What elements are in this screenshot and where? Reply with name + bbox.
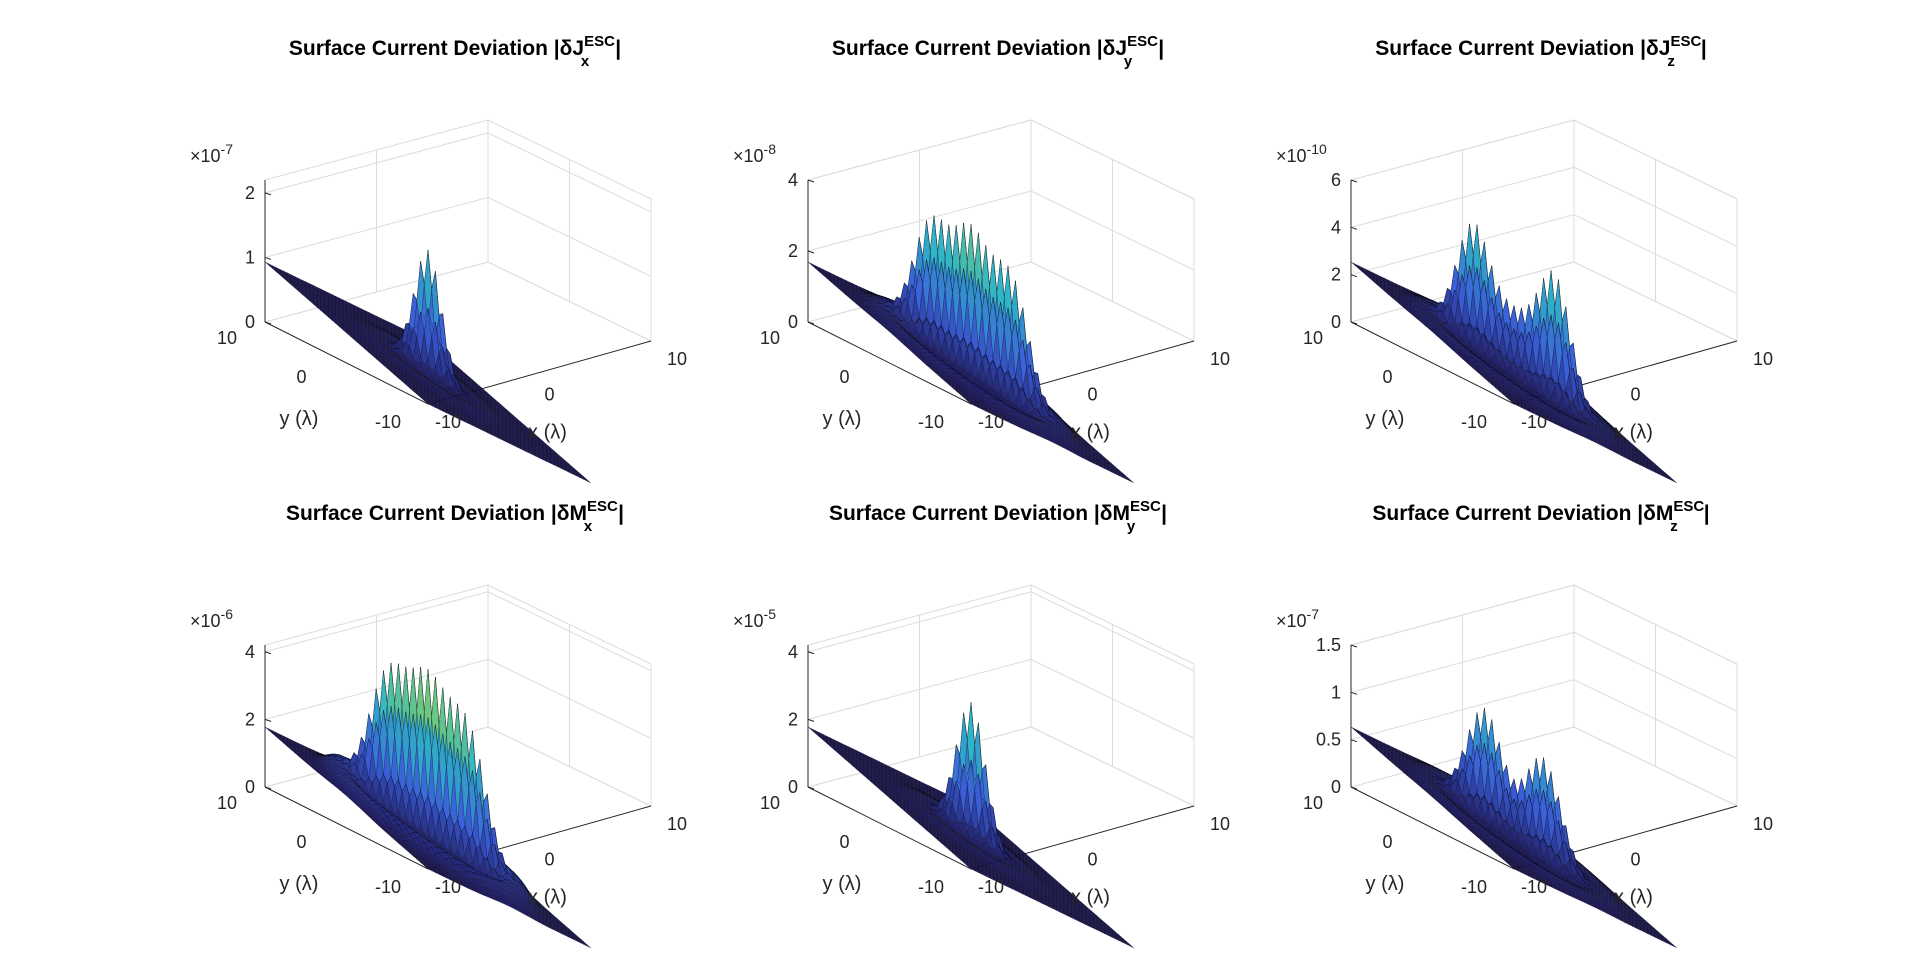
y-axis-label: y (λ) (280, 408, 319, 430)
x-axis-label: x (λ) (1071, 422, 1110, 444)
surface-face (583, 477, 592, 484)
z-axis-multiplier: ×10-7 (190, 141, 233, 166)
y-tick-label: 0 (839, 367, 849, 387)
surface-plot-panel: 0 2 4 ×10-8 10 0 -10 -10 0 10 y (λ) x (λ) Surface Cu… (733, 33, 1230, 484)
y-tick-label: 10 (217, 328, 237, 348)
surface (264, 249, 592, 484)
z-tick-label: 0 (245, 312, 255, 332)
z-tick-mark (807, 250, 815, 254)
z-gridline (807, 190, 1195, 271)
y-tick-label: -10 (918, 412, 944, 432)
z-tick-mark (264, 256, 272, 260)
x-tick-label: -10 (435, 412, 461, 432)
z-gridline (264, 132, 652, 213)
z-tick-label: 0 (788, 312, 798, 332)
z-axis-multiplier: ×10-8 (733, 141, 776, 166)
y-tick-label: -10 (375, 412, 401, 432)
panel-title: Surface Current Deviation |δJESC y| (832, 33, 1164, 70)
z-gridline (1350, 119, 1738, 200)
z-tick-label: 2 (245, 183, 255, 203)
x-tick-label: 10 (1210, 349, 1230, 369)
z-tick-label: 2 (788, 241, 798, 261)
surface (1350, 223, 1678, 484)
surface-face (1126, 477, 1135, 484)
surface-plot-panel: 0 1 2 ×10-7 10 0 -10 -10 0 10 y (λ) x (λ) Surface Cu… (190, 33, 687, 484)
y-axis-label: y (λ) (823, 408, 862, 430)
z-tick-label: 1 (245, 247, 255, 267)
y-tick-label: 0 (296, 367, 306, 387)
x-tick-label: -10 (978, 412, 1004, 432)
z-tick-mark (807, 179, 815, 183)
z-tick-label: 4 (788, 170, 798, 190)
z-tick-mark (264, 192, 272, 196)
z-gridline (807, 119, 1195, 200)
x-axis-label: x (λ) (528, 422, 567, 444)
panel-title: Surface Current Deviation |δJESC x| (289, 33, 621, 70)
z-gridline (264, 196, 652, 277)
x-tick-label: 0 (1087, 385, 1097, 405)
y-tick-label: 10 (760, 328, 780, 348)
x-tick-label: 0 (544, 385, 554, 405)
x-tick-label: 10 (667, 349, 687, 369)
z-gridline (1350, 166, 1738, 247)
